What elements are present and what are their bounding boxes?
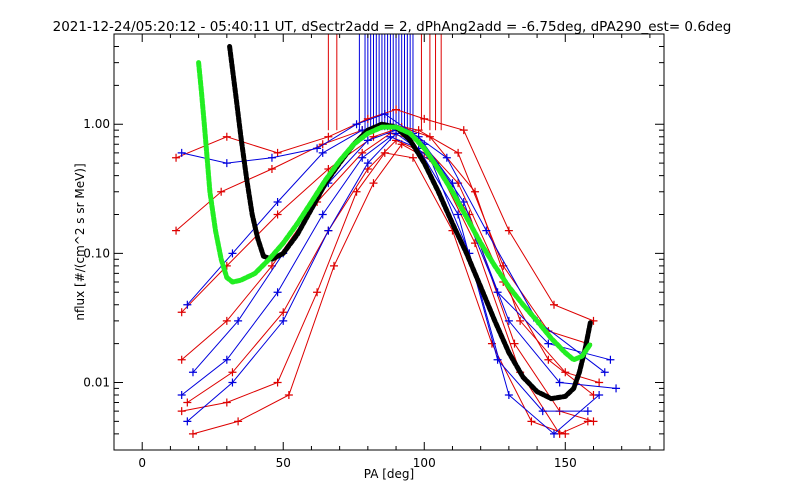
series-1-point-2 (267, 165, 276, 174)
series-0-point-3 (324, 132, 333, 141)
x-tick-label-2: 100 (413, 456, 436, 470)
series-5-point-4 (352, 187, 361, 196)
series-11-point-5 (392, 129, 401, 138)
series-9-point-8 (504, 316, 513, 325)
series-2-point-0 (177, 308, 186, 317)
series-8-point-2 (273, 197, 282, 206)
series-4-point-0 (183, 398, 192, 407)
y-tick-label-2: 1.00 (83, 117, 110, 131)
series-10-point-7 (454, 210, 463, 219)
series-2-point-10 (595, 378, 604, 387)
series-6-point-2 (284, 391, 293, 399)
series-8-point-10 (606, 355, 615, 364)
series-11-point-2 (279, 316, 288, 325)
series-3-point-0 (177, 355, 186, 364)
series-5-point-3 (313, 288, 322, 297)
series-0-point-5 (392, 105, 401, 114)
series-7-point-5 (380, 110, 389, 119)
series-8-point-9 (544, 339, 553, 348)
series-7-point-0 (177, 148, 186, 157)
series-9-point-4 (363, 136, 372, 145)
series-5-point-1 (222, 398, 231, 407)
series-7-point-10 (600, 368, 609, 377)
series-5-point-2 (273, 378, 282, 387)
series-7-point-3 (313, 144, 322, 153)
series-9-point-9 (555, 378, 564, 387)
series-2-point-7 (471, 187, 480, 196)
series-11-point-4 (363, 159, 372, 168)
series-8-point-3 (318, 148, 327, 157)
plot-area (172, 34, 621, 438)
series-6-point-0 (188, 429, 197, 438)
series-10-point-2 (273, 288, 282, 297)
y-tick-label-1: 0.10 (83, 246, 110, 260)
series-1-point-1 (217, 187, 226, 196)
series-2-point-6 (425, 132, 434, 141)
series-7-point-2 (267, 153, 276, 162)
series-8-point-1 (228, 249, 237, 258)
series-6-point-4 (369, 179, 378, 188)
series-10-point-4 (358, 153, 367, 162)
x-axis-label: PA [deg] (364, 467, 414, 481)
y-tick-label-0: 0.01 (83, 375, 110, 389)
series-1-point-3 (318, 140, 327, 149)
x-tick-label-1: 50 (276, 456, 291, 470)
series-2-point-9 (561, 368, 570, 377)
series-4-point-1 (228, 368, 237, 377)
series-7-point-4 (352, 120, 361, 129)
series-0-point-9 (550, 300, 558, 309)
series-11-point-9 (550, 429, 558, 438)
series-10-point-10 (583, 407, 592, 416)
series-11-point-3 (324, 226, 333, 235)
x-tick-label-0: 0 (138, 456, 146, 470)
series-1-point-0 (172, 226, 181, 235)
plot-frame (113, 33, 665, 451)
series-9-point-0 (188, 368, 197, 377)
series-6-point-1 (234, 417, 243, 426)
series-10-point-8 (493, 355, 502, 364)
series-11-point-10 (595, 391, 604, 399)
series-5-point-9 (527, 417, 536, 426)
series-9-point-10 (612, 384, 621, 393)
series-7-point-1 (222, 159, 231, 168)
y-axis-label: nflux [#/(cm^2 s sr MeV)] (73, 163, 87, 320)
series-2-point-8 (516, 316, 525, 325)
series-7-point-7 (442, 153, 451, 162)
series-10-point-3 (318, 210, 327, 219)
series-0-point-8 (504, 226, 513, 235)
series-10-point-0 (177, 391, 186, 399)
series-10-point-1 (222, 355, 231, 364)
series-1-point-7 (454, 148, 463, 157)
axes: 0 50 100 150 0.01 0.10 1.00 (83, 33, 664, 470)
series-11-point-8 (504, 391, 513, 399)
series-0-point-1 (222, 132, 231, 141)
fit-curve-1 (196, 60, 594, 363)
x-tick-label-3: 150 (554, 456, 577, 470)
series-3-point-1 (222, 316, 231, 325)
series-11-point-1 (228, 378, 237, 387)
series-5-point-0 (177, 407, 186, 416)
chart-title: 2021-12-24/05:20:12 - 05:40:11 UT, dSect… (53, 19, 732, 35)
series-2-point-2 (273, 210, 282, 219)
series-9-point-7 (459, 197, 468, 206)
series-11-point-0 (183, 417, 192, 426)
series-6-point-10 (583, 417, 592, 426)
series-0-point-7 (459, 126, 468, 135)
series-10-point-9 (538, 407, 547, 416)
series-0-point-2 (273, 148, 282, 157)
series-9-point-1 (234, 316, 243, 325)
series-3-point-9 (544, 355, 553, 364)
series-8-point-0 (183, 300, 192, 309)
series-0-point-0 (172, 153, 181, 162)
series-5-point-6 (408, 153, 417, 162)
series-4-point-8 (510, 339, 519, 348)
series-6-point-3 (330, 261, 338, 270)
series-2-point-4 (369, 132, 378, 141)
series-5-point-5 (380, 148, 389, 157)
series-4-point-2 (279, 308, 288, 317)
series-0-point-6 (420, 114, 429, 123)
series-7-point-8 (482, 226, 491, 235)
